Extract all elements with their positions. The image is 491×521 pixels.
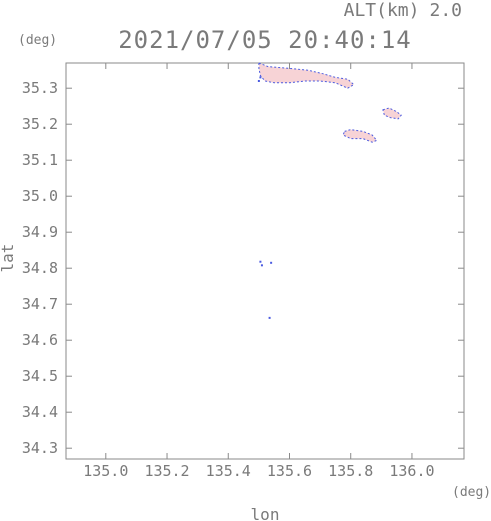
y-tick-label: 34.8	[22, 259, 58, 277]
region-east	[382, 107, 402, 120]
y-tick-label: 34.6	[22, 331, 58, 349]
data-point	[259, 76, 262, 79]
plot-frame	[65, 62, 465, 460]
chart-title: 2021/07/05 20:40:14	[118, 26, 412, 54]
data-regions	[258, 62, 402, 143]
altitude-readout: ALT(km) 2.0	[344, 0, 462, 21]
x-tick-label: 135.6	[267, 462, 312, 480]
data-point	[257, 80, 260, 82]
data-point	[259, 260, 262, 263]
data-points	[257, 76, 273, 319]
region-north	[258, 62, 355, 89]
x-tick-label: 135.4	[206, 462, 251, 480]
y-tick-label: 35.0	[22, 187, 58, 205]
y-tick-label: 35.2	[22, 115, 58, 133]
region-south	[342, 129, 378, 143]
y-tick-label: 34.9	[22, 223, 58, 241]
y-tick-label: 34.5	[22, 367, 58, 385]
x-tick-label: 135.0	[83, 462, 128, 480]
x-tick-label: 135.2	[144, 462, 189, 480]
y-tick-label: 34.3	[22, 439, 58, 457]
y-tick-label: 35.1	[22, 151, 58, 169]
x-tick-label: 136.0	[389, 462, 434, 480]
y-tick-label: 35.3	[22, 79, 58, 97]
x-axis-ticks: 135.0 135.2 135.4 135.6 135.8 136.0	[83, 63, 435, 480]
y-axis-label: lat	[0, 244, 17, 273]
x-unit-label: (deg)	[452, 485, 491, 500]
data-point	[268, 316, 271, 319]
y-axis-ticks: 34.3 34.4 34.5 34.6 34.7 34.8 34.9 35.0 35.1 35.2…	[22, 79, 464, 457]
data-point	[260, 264, 263, 267]
x-tick-label: 135.8	[328, 462, 373, 480]
data-point	[270, 261, 273, 264]
x-axis-label: lon	[251, 505, 280, 521]
y-tick-label: 34.7	[22, 295, 58, 313]
y-unit-label: (deg)	[18, 33, 57, 48]
y-tick-label: 34.4	[22, 403, 58, 421]
